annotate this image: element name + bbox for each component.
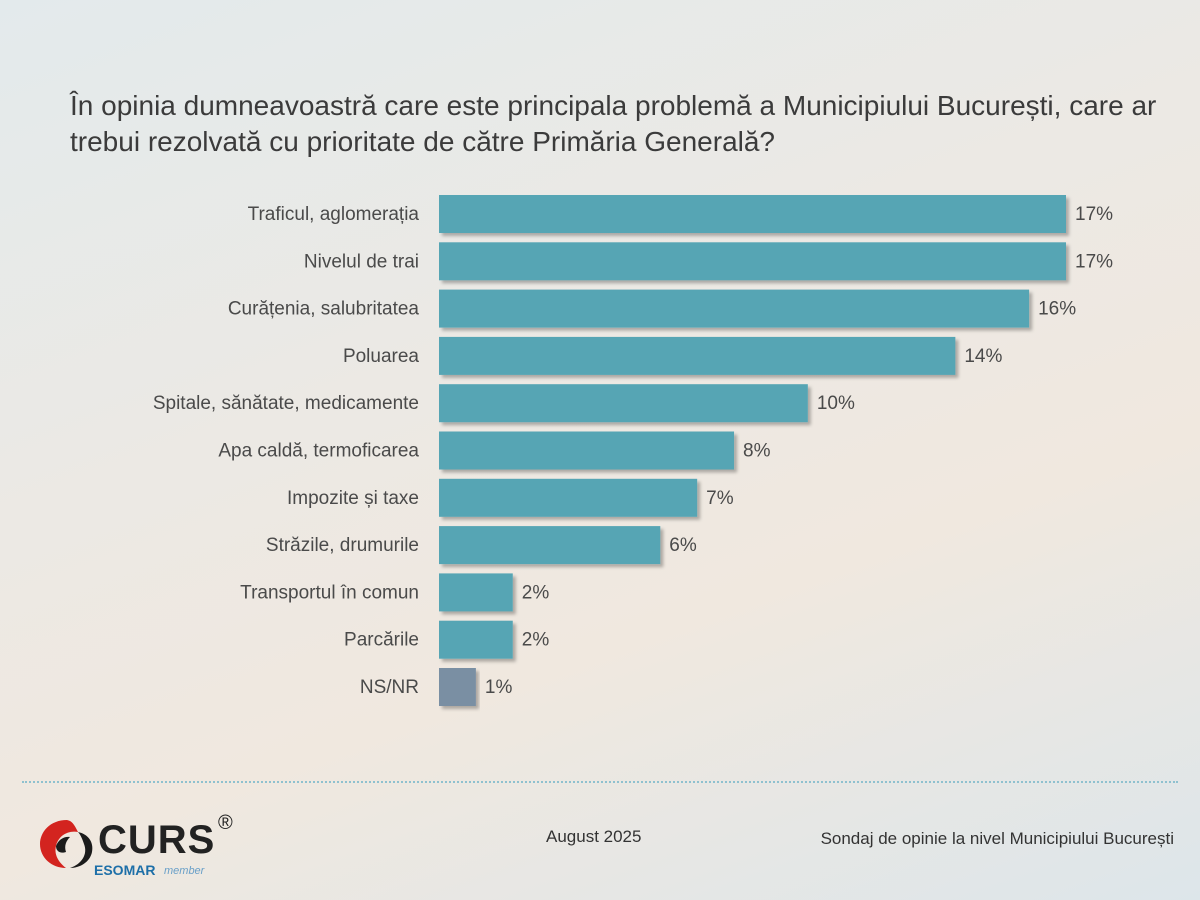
bar [439,431,735,470]
value-label: 17% [1075,204,1113,225]
survey-date: August 2025 [546,827,642,846]
bar [439,526,661,565]
category-label: Străzile, drumurile [266,535,419,556]
category-label: Curățenia, salubritatea [228,299,420,320]
value-label: 1% [485,677,513,698]
value-label: 7% [706,488,734,509]
value-label: 16% [1038,299,1076,320]
logo-text: CURS [98,818,216,862]
bar [439,336,956,375]
category-label: Nivelul de trai [304,251,419,272]
category-label: Traficul, aglomerația [248,204,420,225]
category-label: NS/NR [360,677,419,698]
category-label: Poluarea [343,346,419,367]
bar [439,289,1030,328]
category-label: Transportul în comun [240,582,419,603]
footer-divider [22,781,1178,783]
bar [439,573,513,612]
category-label: Spitale, sănătate, medicamente [153,393,419,414]
value-label: 6% [669,535,697,556]
bar-chart: Traficul, aglomerația 17% Nivelul de trai 1… [153,195,1113,706]
curs-logo: CURS ® ESOMAR member [36,810,256,880]
bar [439,478,698,517]
logo-esomar: ESOMAR [94,862,156,878]
logo-member: member [164,865,205,877]
value-label: 10% [817,393,855,414]
chart-title: În opinia dumneavoastră care este princi… [70,90,1157,157]
value-label: 17% [1075,251,1113,272]
category-label: Impozite și taxe [287,488,419,509]
registered-mark: ® [218,812,233,834]
bar [439,668,476,706]
category-label: Apa caldă, termoficarea [218,441,419,462]
value-label: 8% [743,441,771,462]
value-label: 14% [964,346,1002,367]
curs-swirl-icon [40,820,93,868]
survey-source: Sondaj de opinie la nivel Municipiului B… [820,829,1174,848]
value-label: 2% [522,630,550,651]
category-label: Parcările [344,630,419,651]
bar [439,384,808,423]
bar [439,620,513,659]
bar [439,195,1066,233]
value-label: 2% [522,582,550,603]
bar [439,242,1066,281]
